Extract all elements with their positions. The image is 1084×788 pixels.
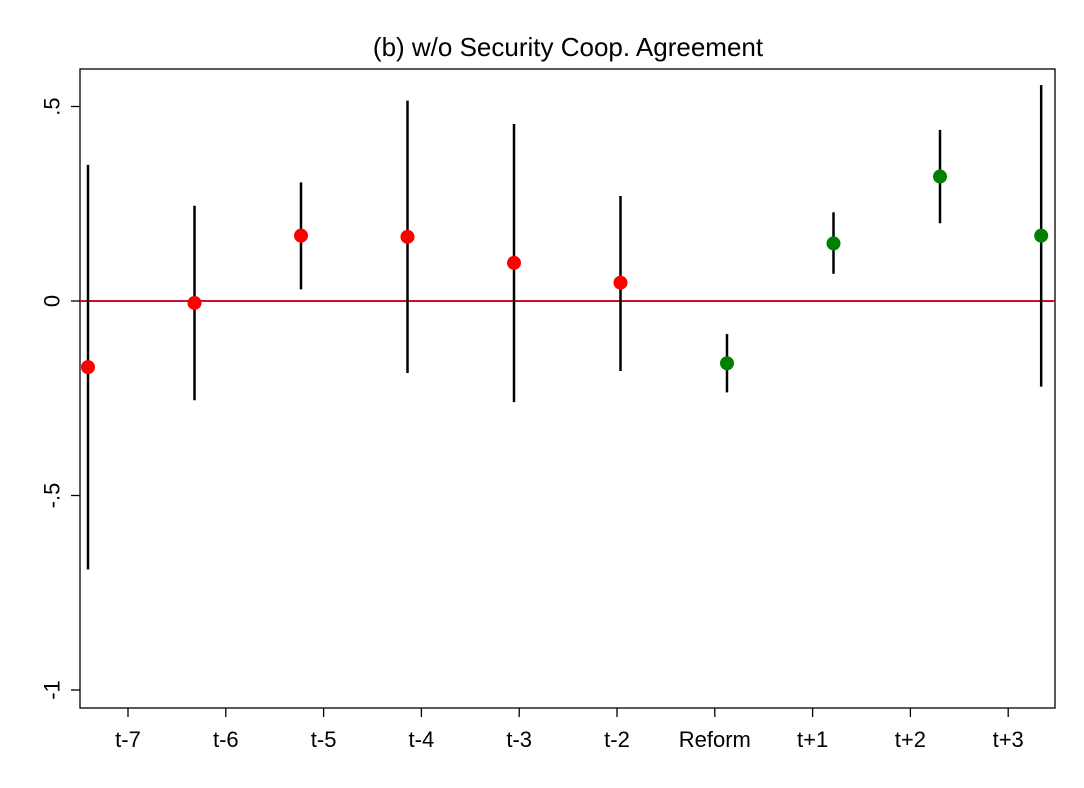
y-tick-label: .5 [40,97,65,115]
point-estimate [400,229,415,244]
x-tick-label: t-7 [115,727,141,752]
point-estimate [507,255,521,270]
x-tick-label: t-3 [506,727,532,752]
y-tick-label: -.5 [40,483,65,509]
x-tick-label: t-4 [409,727,435,752]
plot-frame [79,68,1056,709]
point-estimate [294,228,308,243]
x-tick-label: t+3 [993,727,1024,752]
y-tick-label: -1 [40,680,65,700]
y-tick-label: 0 [40,295,65,307]
point-estimate [187,295,202,310]
chart-title: (b) w/o Security Coop. Agreement [373,32,764,62]
x-tick-label: t-5 [311,727,337,752]
x-tick-label: t-2 [604,727,630,752]
point-estimate [826,236,841,251]
point-estimate [720,356,734,371]
x-tick-label: t+1 [797,727,828,752]
point-estimate [81,360,95,375]
point-estimate [933,169,947,184]
point-estimate [1034,228,1049,243]
x-tick-label: t+2 [895,727,926,752]
x-tick-label: Reform [679,727,751,752]
x-tick-label: t-6 [213,727,239,752]
point-estimate [613,275,628,290]
